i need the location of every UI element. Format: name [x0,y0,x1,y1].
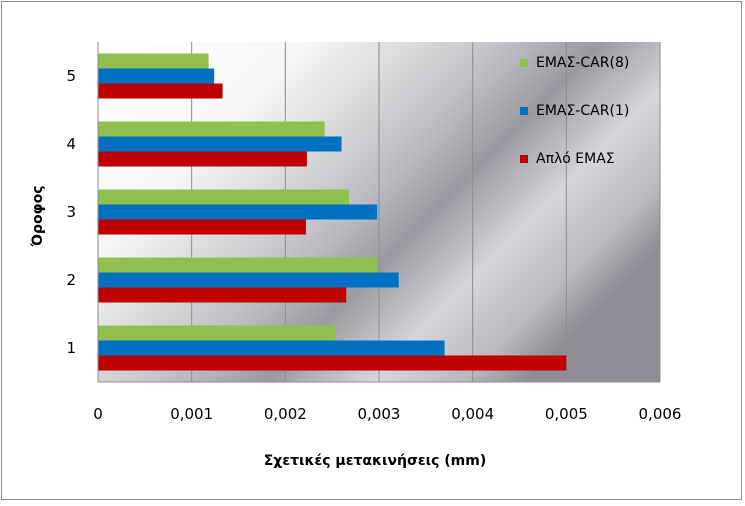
legend-label: ΕΜΑΣ-CAR(8) [536,55,629,71]
bar [98,189,350,205]
bar [98,136,342,152]
x-tick-label: 0,005 [545,405,588,423]
x-axis-ticks: 0 0,001 0,002 0,003 0,004 0,005 0,006 [93,405,681,423]
x-axis-title: Σχετικές μετακινήσεις (mm) [264,453,487,469]
bar [98,287,347,303]
bar [98,257,379,273]
y-category-label: 2 [66,271,76,289]
legend-label: Απλό ΕΜΑΣ [536,151,615,167]
bar [98,68,215,84]
y-category-label: 3 [66,203,76,221]
x-tick-label: 0,004 [451,405,494,423]
y-category-label: 4 [66,135,76,153]
y-category-label: 5 [66,67,76,85]
bars [98,53,567,371]
x-tick-label: 0,006 [639,405,682,423]
x-tick-label: 0,001 [170,405,213,423]
y-axis-title: Όροφος [30,186,46,248]
bar [98,53,209,69]
y-category-label: 1 [66,339,76,357]
bar [98,204,378,220]
bar [98,151,307,167]
bar [98,272,399,288]
bar [98,83,223,99]
y-axis-categories: 1 2 3 4 5 [66,67,76,357]
x-tick-label: 0,002 [264,405,307,423]
bar [98,340,445,356]
x-tick-label: 0 [93,405,103,423]
bar [98,325,335,341]
legend-label: ΕΜΑΣ-CAR(1) [536,103,629,119]
legend: ΕΜΑΣ-CAR(8) ΕΜΑΣ-CAR(1) Απλό ΕΜΑΣ [520,55,629,167]
bar [98,355,567,371]
bar [98,219,306,235]
legend-swatch [520,155,528,163]
legend-swatch [520,59,528,67]
x-tick-label: 0,003 [358,405,401,423]
legend-swatch [520,107,528,115]
bar [98,121,325,137]
